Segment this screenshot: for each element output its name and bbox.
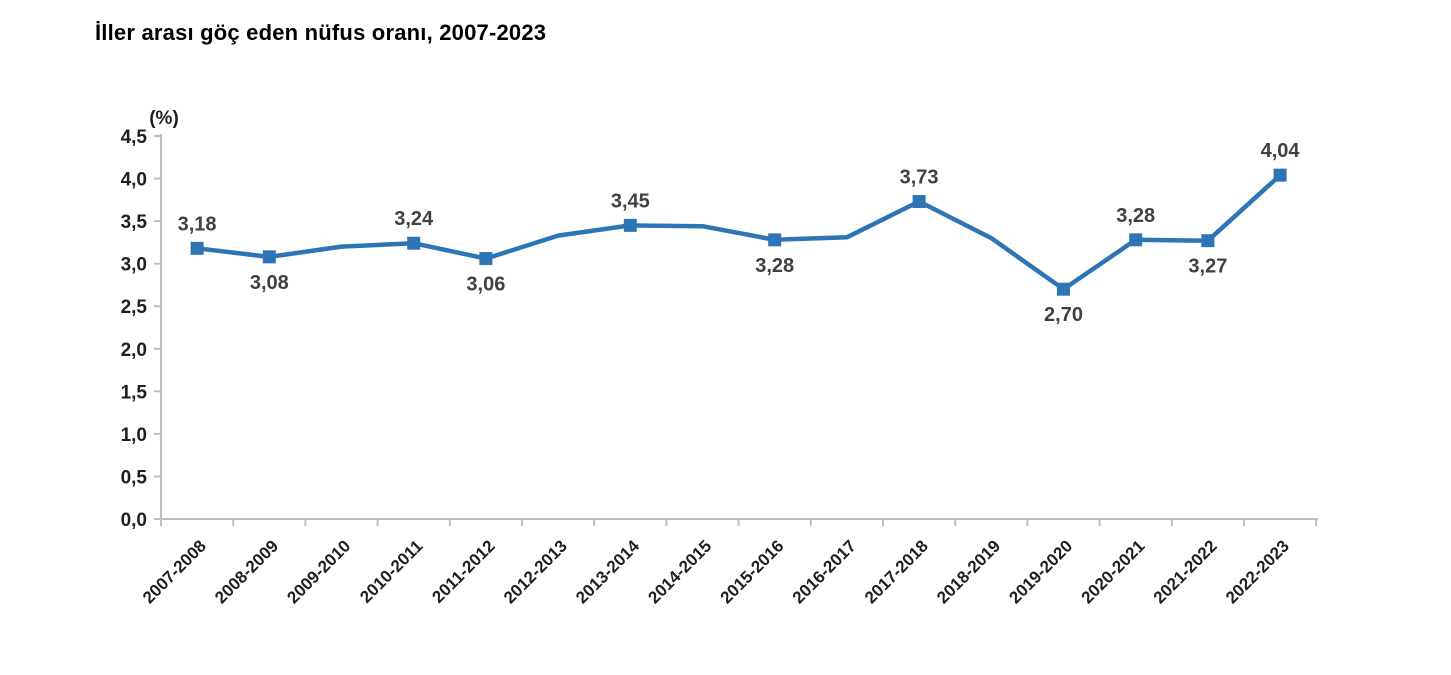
x-axis-tick-label: 2013-2014: [572, 536, 643, 607]
y-axis-tick-label: 2,5: [121, 297, 148, 318]
data-point-marker: [623, 218, 637, 232]
data-point-marker: [479, 252, 493, 266]
x-axis-tick-label: 2014-2015: [644, 536, 715, 607]
x-axis-tick-label: 2012-2013: [500, 536, 571, 607]
y-axis-tick-label: 3,0: [121, 255, 147, 276]
x-axis-tick-label: 2015-2016: [717, 536, 788, 607]
y-axis-unit-label: (%): [149, 108, 179, 129]
data-point-label: 3,28: [755, 255, 794, 277]
data-point-label: 3,45: [611, 190, 650, 212]
y-axis-tick-label: 2,0: [121, 340, 147, 361]
data-point-marker: [1057, 282, 1070, 296]
x-axis-tick-label: 2017-2018: [861, 536, 932, 607]
x-axis-tick-label: 2009-2010: [283, 536, 354, 607]
data-point-marker: [1129, 233, 1143, 247]
data-point-label: 3,18: [178, 213, 217, 235]
y-axis-tick-label: 4,0: [121, 170, 147, 191]
data-point-label: 3,27: [1188, 256, 1227, 278]
x-axis-tick-label: 2016-2017: [789, 536, 860, 607]
y-axis-tick-label: 4,5: [121, 127, 148, 148]
data-point-marker: [1273, 168, 1287, 182]
y-axis-tick-label: 3,5: [121, 212, 148, 233]
data-point-marker: [262, 250, 276, 264]
x-axis-tick-label: 2021-2022: [1150, 536, 1221, 607]
data-point-label: 3,06: [466, 274, 505, 296]
y-axis-tick-label: 0,5: [121, 467, 148, 488]
data-point-label: 2,70: [1044, 304, 1083, 326]
data-point-label: 3,73: [900, 167, 939, 189]
data-point-marker: [1201, 234, 1215, 248]
data-point-label: 3,24: [394, 208, 434, 230]
x-axis-tick-label: 2018-2019: [933, 536, 1004, 607]
y-axis-tick-label: 0,0: [121, 510, 147, 531]
y-axis-tick-label: 1,0: [121, 425, 147, 446]
x-axis-tick-label: 2008-2009: [211, 536, 282, 607]
x-axis-tick-label: 2019-2020: [1005, 536, 1076, 607]
data-point-marker: [407, 236, 421, 250]
data-point-label: 3,08: [250, 272, 289, 294]
x-axis-tick-label: 2010-2011: [356, 536, 426, 606]
data-point-marker: [190, 241, 204, 255]
data-point-label: 3,28: [1116, 205, 1155, 227]
x-axis-tick-label: 2007-2008: [139, 536, 210, 607]
x-axis-tick-label: 2020-2021: [1078, 536, 1149, 607]
x-axis-tick-label: 2022-2023: [1222, 536, 1293, 607]
chart-title: İller arası göç eden nüfus oranı, 2007-2…: [95, 20, 547, 45]
data-point-label: 4,04: [1261, 140, 1301, 162]
x-axis-tick-label: 2011-2012: [428, 536, 498, 606]
data-point-marker: [912, 195, 926, 209]
data-point-marker: [768, 233, 782, 247]
series-line: [194, 172, 1283, 292]
y-axis-tick-label: 1,5: [121, 382, 148, 403]
